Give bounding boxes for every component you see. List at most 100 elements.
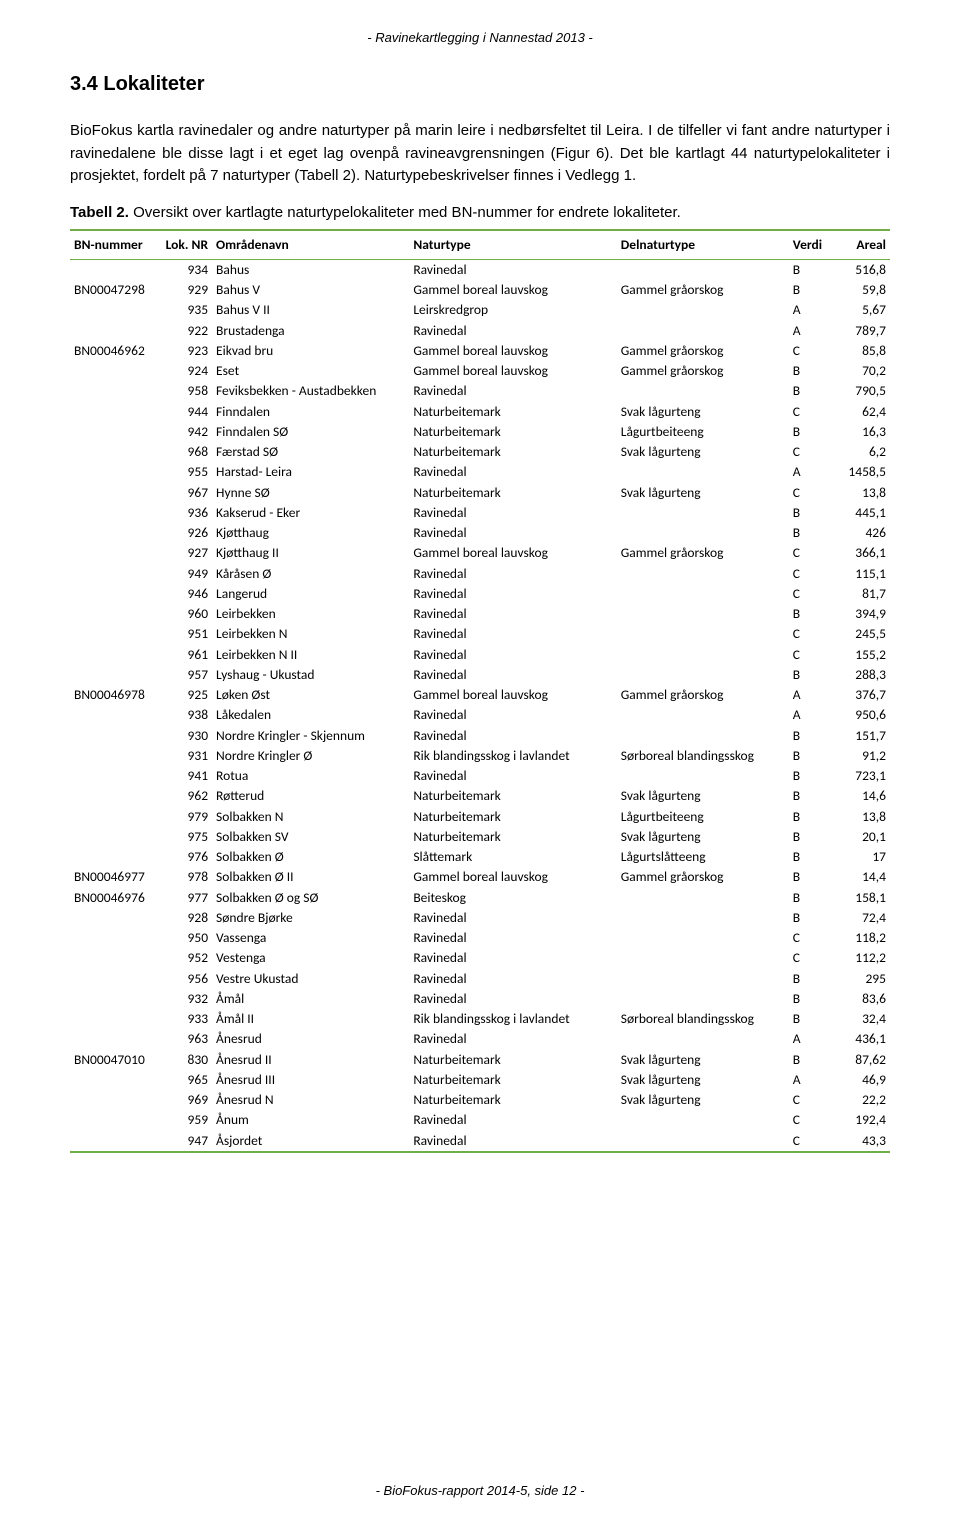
cell-del	[617, 381, 789, 401]
cell-lok: 929	[161, 280, 212, 300]
cell-ver: B	[789, 867, 829, 887]
cell-nat: Naturbeitemark	[409, 422, 616, 442]
cell-omr: Ånesrud II	[212, 1050, 409, 1070]
table-row: BN00047298929Bahus VGammel boreal lauvsk…	[70, 280, 890, 300]
cell-del: Lågurtslåtteeng	[617, 847, 789, 867]
cell-omr: Solbakken Ø	[212, 847, 409, 867]
cell-del	[617, 300, 789, 320]
cell-bn	[70, 908, 161, 928]
cell-omr: Kakserud - Eker	[212, 503, 409, 523]
cell-bn	[70, 259, 161, 280]
cell-bn	[70, 1090, 161, 1110]
cell-bn	[70, 948, 161, 968]
cell-are: 112,2	[829, 948, 890, 968]
cell-omr: Åmål II	[212, 1009, 409, 1029]
cell-omr: Vestre Ukustad	[212, 969, 409, 989]
cell-bn	[70, 645, 161, 665]
cell-nat: Ravinedal	[409, 259, 616, 280]
cell-lok: 975	[161, 827, 212, 847]
cell-nat: Ravinedal	[409, 705, 616, 725]
table-row: BN00046978925Løken ØstGammel boreal lauv…	[70, 685, 890, 705]
cell-bn	[70, 665, 161, 685]
cell-bn	[70, 989, 161, 1009]
cell-bn	[70, 928, 161, 948]
col-omr: Områdenavn	[212, 230, 409, 260]
cell-bn	[70, 624, 161, 644]
cell-nat: Naturbeitemark	[409, 1090, 616, 1110]
cell-del: Svak lågurteng	[617, 1090, 789, 1110]
cell-omr: Vestenga	[212, 948, 409, 968]
cell-ver: A	[789, 1070, 829, 1090]
table-row: 927Kjøtthaug IIGammel boreal lauvskogGam…	[70, 543, 890, 563]
cell-omr: Eikvad bru	[212, 341, 409, 361]
cell-lok: 960	[161, 604, 212, 624]
cell-nat: Ravinedal	[409, 989, 616, 1009]
cell-lok: 928	[161, 908, 212, 928]
cell-bn	[70, 705, 161, 725]
cell-lok: 924	[161, 361, 212, 381]
cell-nat: Gammel boreal lauvskog	[409, 341, 616, 361]
cell-ver: B	[789, 766, 829, 786]
cell-lok: 947	[161, 1131, 212, 1152]
cell-nat: Beiteskog	[409, 888, 616, 908]
cell-del: Gammel gråorskog	[617, 280, 789, 300]
cell-omr: Ånesrud	[212, 1029, 409, 1049]
table-row: 928Søndre BjørkeRavinedalB72,4	[70, 908, 890, 928]
cell-del: Sørboreal blandingsskog	[617, 1009, 789, 1029]
table-row: 959ÅnumRavinedalC192,4	[70, 1110, 890, 1130]
cell-ver: B	[789, 604, 829, 624]
cell-del	[617, 462, 789, 482]
cell-are: 1458,5	[829, 462, 890, 482]
cell-bn: BN00047298	[70, 280, 161, 300]
cell-bn	[70, 381, 161, 401]
cell-omr: Lyshaug - Ukustad	[212, 665, 409, 685]
cell-del	[617, 948, 789, 968]
cell-omr: Solbakken N	[212, 807, 409, 827]
cell-omr: Leirbekken N	[212, 624, 409, 644]
cell-del	[617, 584, 789, 604]
cell-bn	[70, 422, 161, 442]
table-row: 951Leirbekken NRavinedalC245,5	[70, 624, 890, 644]
cell-lok: 934	[161, 259, 212, 280]
cell-lok: 930	[161, 726, 212, 746]
cell-nat: Gammel boreal lauvskog	[409, 543, 616, 563]
cell-omr: Nordre Kringler - Skjennum	[212, 726, 409, 746]
cell-del	[617, 665, 789, 685]
col-are: Areal	[829, 230, 890, 260]
cell-are: 158,1	[829, 888, 890, 908]
cell-nat: Ravinedal	[409, 948, 616, 968]
cell-bn: BN00046976	[70, 888, 161, 908]
cell-omr: Finndalen	[212, 402, 409, 422]
cell-ver: C	[789, 402, 829, 422]
cell-are: 83,6	[829, 989, 890, 1009]
cell-del	[617, 645, 789, 665]
cell-bn	[70, 847, 161, 867]
cell-ver: B	[789, 726, 829, 746]
cell-del: Svak lågurteng	[617, 402, 789, 422]
cell-ver: A	[789, 300, 829, 320]
cell-bn	[70, 584, 161, 604]
cell-nat: Naturbeitemark	[409, 1050, 616, 1070]
cell-bn	[70, 1131, 161, 1152]
cell-nat: Ravinedal	[409, 523, 616, 543]
cell-del	[617, 726, 789, 746]
cell-del: Gammel gråorskog	[617, 341, 789, 361]
table-row: 933Åmål IIRik blandingsskog i lavlandetS…	[70, 1009, 890, 1029]
cell-bn	[70, 564, 161, 584]
table-row: 926KjøtthaugRavinedalB426	[70, 523, 890, 543]
cell-omr: Låkedalen	[212, 705, 409, 725]
cell-are: 115,1	[829, 564, 890, 584]
cell-bn: BN00046978	[70, 685, 161, 705]
cell-bn	[70, 1110, 161, 1130]
cell-omr: Nordre Kringler Ø	[212, 746, 409, 766]
cell-omr: Solbakken Ø II	[212, 867, 409, 887]
table-caption: Tabell 2. Oversikt over kartlagte naturt…	[70, 202, 890, 223]
cell-del: Sørboreal blandingsskog	[617, 746, 789, 766]
cell-ver: A	[789, 321, 829, 341]
cell-are: 46,9	[829, 1070, 890, 1090]
cell-are: 32,4	[829, 1009, 890, 1029]
cell-ver: B	[789, 827, 829, 847]
cell-nat: Gammel boreal lauvskog	[409, 280, 616, 300]
cell-are: 118,2	[829, 928, 890, 948]
cell-lok: 979	[161, 807, 212, 827]
